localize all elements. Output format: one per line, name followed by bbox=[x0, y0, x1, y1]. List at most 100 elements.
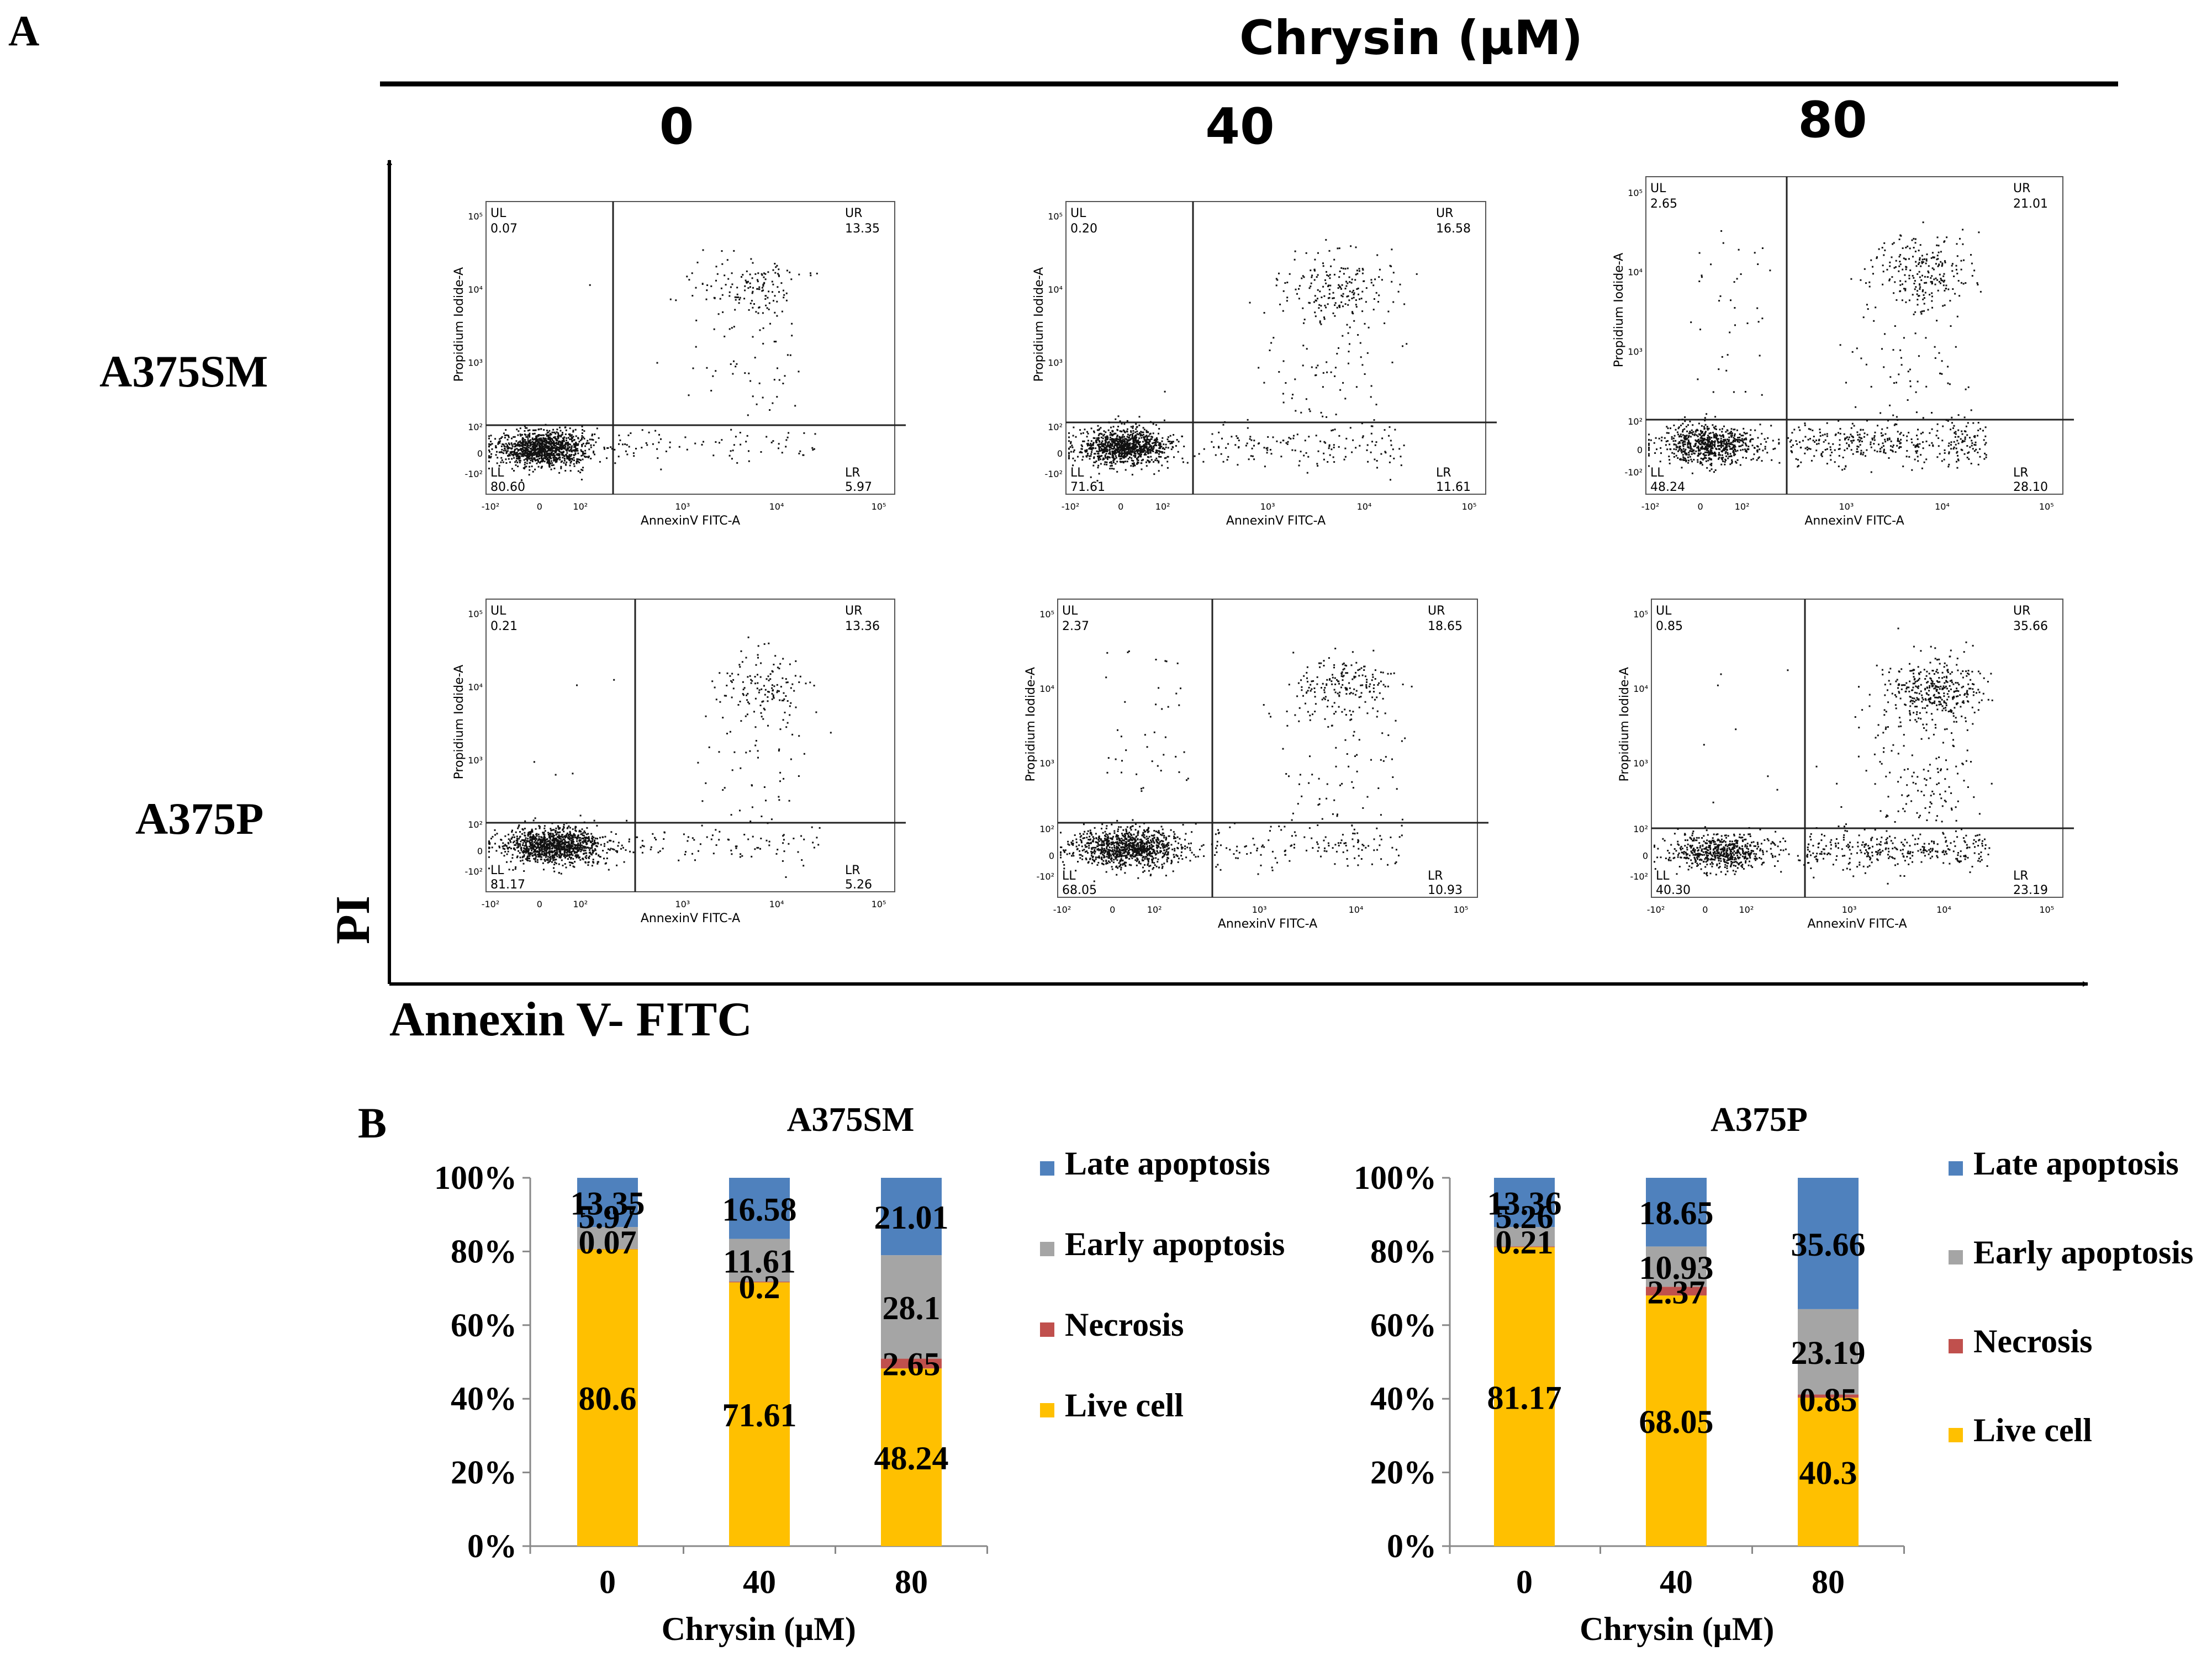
event-dots bbox=[1068, 239, 1418, 482]
bar-data-label: 10.93 bbox=[1639, 1250, 1714, 1286]
y-tick-label: 0% bbox=[1387, 1528, 1437, 1564]
y-tick-label: 10³ bbox=[1039, 758, 1054, 769]
legend-label: Live cell bbox=[1973, 1412, 2092, 1448]
y-tick-label: 10³ bbox=[468, 358, 483, 368]
bar-chart-a375p: A375P 0% 20% 40% 60% 80% 100% 0 81.17 0.215.2613.… bbox=[1354, 1101, 2193, 1647]
y-tick-label: 40% bbox=[1370, 1380, 1437, 1417]
y-tick-label: 0 bbox=[477, 846, 483, 856]
pi-axis-label: PI bbox=[326, 896, 380, 944]
quadrant-ur-name: UR bbox=[2013, 604, 2030, 618]
x-tick-label: 10⁵ bbox=[1462, 501, 1477, 512]
y-tick-label: -10² bbox=[1624, 467, 1643, 478]
bar-data-label: 5.97 bbox=[579, 1199, 637, 1235]
y-tick-label: 10² bbox=[1039, 824, 1054, 834]
bar-data-label: 2.37 bbox=[1648, 1274, 1706, 1310]
bar-segment-late-apoptosis bbox=[729, 1178, 790, 1239]
plot-frame bbox=[1057, 599, 1478, 898]
event-dots bbox=[488, 249, 818, 481]
bar-data-label: 0.07 bbox=[579, 1224, 637, 1261]
y-tick-label: 10² bbox=[1048, 422, 1063, 432]
y-tick-label: 60% bbox=[1370, 1307, 1437, 1343]
x-tick-label: 80 bbox=[895, 1564, 928, 1600]
bar-data-label: 0.21 bbox=[1496, 1224, 1554, 1261]
y-tick-label: 0 bbox=[1049, 850, 1054, 861]
x-tick-label: 80 bbox=[1812, 1564, 1845, 1600]
bar-segment-live-cell bbox=[1798, 1398, 1859, 1546]
legend-swatch-necrosis bbox=[1040, 1322, 1054, 1337]
y-tick-label: 20% bbox=[1370, 1454, 1437, 1491]
bar-segment-necrosis bbox=[577, 1248, 638, 1250]
quadrant-ur-value: 13.35 bbox=[845, 222, 880, 236]
y-tick-label: 10⁵ bbox=[468, 609, 483, 620]
quadrant-ll-name: LL bbox=[490, 466, 504, 480]
bar-segment-late-apoptosis bbox=[1646, 1178, 1707, 1247]
x-tick-label: 0 bbox=[1118, 501, 1123, 512]
quadrant-ul-value: 0.85 bbox=[1656, 620, 1683, 633]
bar-segment-early-apoptosis bbox=[1798, 1309, 1859, 1395]
plot-x-label: AnnexinV FITC-A bbox=[1804, 514, 1904, 528]
quadrant-lr-value: 11.61 bbox=[1436, 480, 1471, 494]
x-tick-label: 10⁴ bbox=[769, 899, 784, 909]
x-tick-label: 0 bbox=[1698, 501, 1703, 512]
x-tick-label: 10² bbox=[1147, 904, 1162, 915]
x-tick-label: 0 bbox=[537, 501, 542, 512]
y-tick-label: 100% bbox=[1354, 1160, 1437, 1196]
y-tick-label: 40% bbox=[451, 1380, 517, 1417]
bar-segment-late-apoptosis bbox=[881, 1178, 942, 1256]
bar-segment-early-apoptosis bbox=[577, 1227, 638, 1249]
x-tick-label: 10³ bbox=[675, 501, 690, 512]
quadrant-ur-name: UR bbox=[2013, 182, 2030, 195]
quadrant-lr-value: 28.10 bbox=[2013, 480, 2048, 494]
bar-segment-necrosis bbox=[1798, 1394, 1859, 1398]
legend-swatch-early-apoptosis bbox=[1949, 1250, 1963, 1264]
y-tick-label: -10² bbox=[1630, 871, 1648, 882]
y-tick-label: 10⁴ bbox=[1039, 684, 1054, 694]
plot-x-label: AnnexinV FITC-A bbox=[641, 912, 740, 925]
x-tick-label: 10⁴ bbox=[1349, 904, 1364, 915]
x-tick-label: 0 bbox=[599, 1564, 616, 1600]
bar-data-label: 80.6 bbox=[579, 1380, 637, 1417]
quadrant-ll-value: 40.30 bbox=[1656, 883, 1691, 897]
legend-swatch-late-apoptosis bbox=[1949, 1161, 1963, 1176]
y-tick-label: 10⁴ bbox=[468, 682, 483, 692]
quadrant-lr-name: LR bbox=[1436, 466, 1451, 480]
x-tick-label: 10³ bbox=[675, 899, 690, 909]
quadrant-lr-name: LR bbox=[2013, 869, 2029, 883]
y-tick-label: 10⁴ bbox=[468, 284, 483, 295]
quadrant-ll-value: 81.17 bbox=[490, 878, 525, 892]
x-tick-label: 10² bbox=[573, 899, 588, 909]
quadrant-ur-value: 13.36 bbox=[845, 620, 880, 633]
y-tick-label: 10³ bbox=[468, 755, 483, 766]
quadrant-ur-value: 16.58 bbox=[1436, 222, 1471, 236]
quadrant-ul-name: UL bbox=[1070, 207, 1086, 220]
legend-swatch-late-apoptosis bbox=[1040, 1161, 1054, 1176]
conc-header-0: 0 bbox=[659, 98, 694, 156]
y-tick-label: 0 bbox=[477, 448, 483, 459]
conc-header-40: 40 bbox=[1205, 98, 1274, 156]
event-dot-cloud bbox=[1060, 648, 1413, 882]
bar-data-label: 2.65 bbox=[883, 1346, 941, 1383]
plot-y-label: Propidium Iodide-A bbox=[1032, 267, 1046, 382]
x-tick-label: 0 bbox=[1702, 904, 1708, 915]
quadrant-ll-name: LL bbox=[1650, 466, 1664, 480]
bar-data-label: 71.61 bbox=[722, 1397, 797, 1433]
bar-data-label: 40.3 bbox=[1799, 1455, 1857, 1491]
x-tick-label: 10⁵ bbox=[1454, 904, 1469, 915]
y-tick-label: -10² bbox=[1036, 871, 1054, 882]
plot-x-label: AnnexinV FITC-A bbox=[1218, 917, 1317, 931]
panel-a-label: A bbox=[8, 7, 39, 55]
legend-swatch-live-cell bbox=[1949, 1428, 1963, 1442]
x-tick-label: 10³ bbox=[1839, 501, 1854, 512]
quadrant-ll-value: 68.05 bbox=[1062, 883, 1097, 897]
legend-label: Necrosis bbox=[1973, 1323, 2093, 1359]
bar-chart-a375sm: A375SM 0% 20% 40% 60% 80% 100% 0 80.6 0.075.9713.… bbox=[434, 1101, 1285, 1647]
row-label-a375p: A375P bbox=[135, 793, 263, 844]
quadrant-ul-value: 0.07 bbox=[490, 222, 518, 236]
legend-label: Necrosis bbox=[1065, 1306, 1184, 1343]
quadrant-ll-value: 71.61 bbox=[1070, 480, 1105, 494]
y-tick-label: 10⁴ bbox=[1633, 684, 1648, 694]
x-tick-label: 10⁵ bbox=[872, 501, 886, 512]
quadrant-ul-name: UL bbox=[490, 207, 506, 220]
y-tick-label: 10² bbox=[468, 422, 483, 432]
